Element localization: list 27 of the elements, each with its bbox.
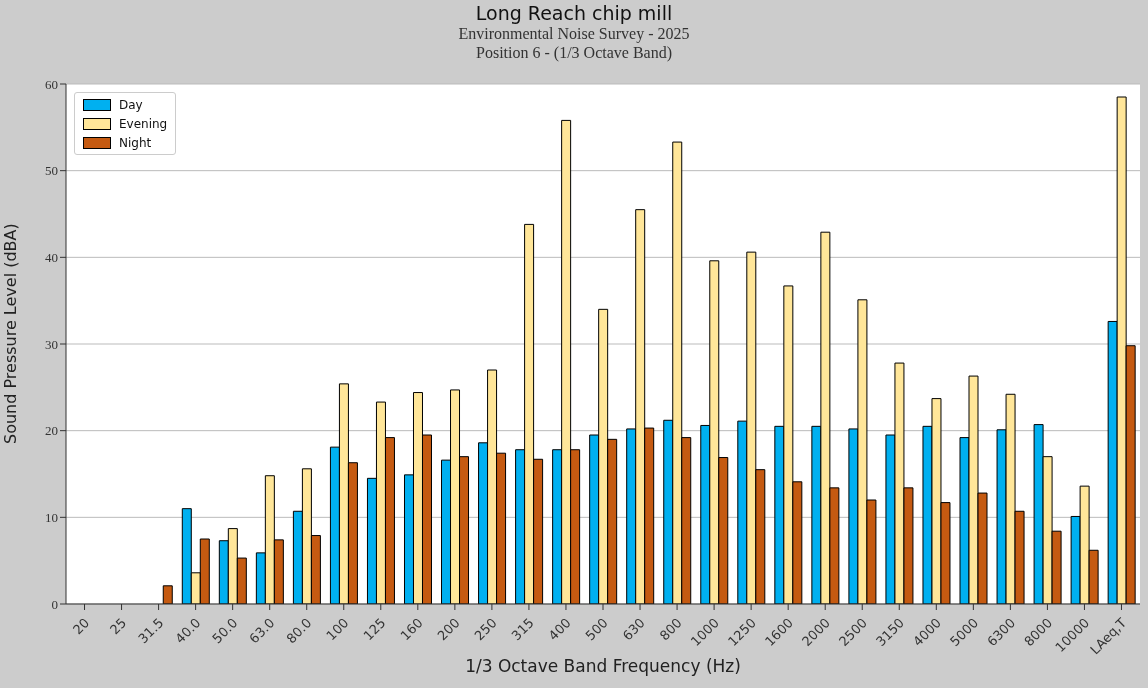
y-tick-label: 30 — [45, 336, 58, 352]
x-tick-label: 125 — [360, 615, 389, 644]
y-tick-label: 40 — [45, 249, 58, 265]
y-tick-label: 60 — [45, 76, 58, 92]
x-tick-label: 20 — [69, 615, 93, 638]
y-tick-label: 10 — [45, 509, 58, 525]
x-tick-label: 315 — [508, 615, 537, 644]
x-tick-label: 800 — [656, 615, 685, 644]
chart-subtitle: Environmental Noise Survey - 2025 Position 6 - (1/3 Octave Band) — [457, 24, 691, 62]
y-tick-label: 50 — [45, 163, 58, 179]
x-tick-label: 250 — [471, 615, 500, 644]
legend-label: Day — [118, 96, 144, 114]
x-tick-label: 100 — [323, 615, 352, 644]
legend-label: Evening — [118, 115, 168, 133]
x-tick-label: 400 — [545, 615, 574, 644]
bar — [162, 585, 173, 604]
x-tick-label: 200 — [434, 615, 463, 644]
legend-label: Night — [118, 134, 153, 152]
x-tick-label: 630 — [619, 615, 648, 644]
y-tick-label: 20 — [45, 423, 58, 439]
chart-title: Long Reach chip mill — [474, 2, 674, 24]
x-tick-label: 160 — [397, 615, 426, 644]
x-tick-label: 25 — [107, 615, 130, 638]
y-tick-label: 0 — [51, 596, 58, 612]
x-axis-title: 1/3 Octave Band Frequency (Hz) — [465, 656, 741, 676]
x-tick-label: 500 — [582, 615, 611, 644]
y-axis-title: Sound Pressure Level (dBA) — [0, 223, 20, 444]
